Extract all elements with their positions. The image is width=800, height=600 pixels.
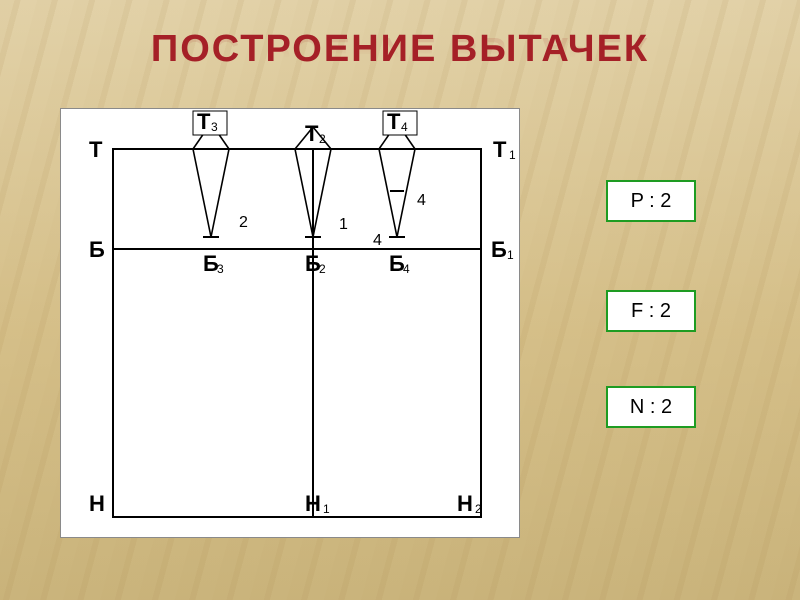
label-4-sub: 4 — [401, 120, 408, 134]
dart-back-left — [193, 149, 211, 237]
dim-num-2: 4 — [417, 192, 426, 209]
label-5: Б — [89, 237, 105, 262]
dart-back-right — [211, 149, 229, 237]
label-6: Б — [491, 237, 507, 262]
dim-num-0: 2 — [239, 214, 248, 231]
dart-side-left — [295, 149, 313, 237]
diagram-panel: 2144ТТ1Т3Т2Т4ББ1Б3Б2Б4НН1Н2 — [60, 108, 520, 538]
label-2-sub: 3 — [211, 120, 218, 134]
dart-side-right — [313, 149, 331, 237]
formula-box-2: N : 2 — [606, 386, 696, 428]
page-title: ПОСТРОЕНИЕ ВЫТАЧЕК ПОСТРОЕНИЕ ВЫТАЧЕК — [151, 28, 649, 71]
diagram-svg: 2144ТТ1Т3Т2Т4ББ1Б3Б2Б4НН1Н2 — [61, 109, 521, 539]
label-3-sub: 2 — [319, 132, 326, 146]
label-11-sub: 1 — [323, 502, 330, 516]
label-1-sub: 1 — [509, 148, 516, 162]
label-9-sub: 4 — [403, 262, 410, 276]
label-8-sub: 2 — [319, 262, 326, 276]
dim-num-1: 1 — [339, 216, 348, 233]
label-4: Т — [387, 109, 401, 134]
dart-front-right — [397, 149, 415, 237]
label-11: Н — [305, 491, 321, 516]
dart-front-left — [379, 149, 397, 237]
label-7-sub: 3 — [217, 262, 224, 276]
label-12: Н — [457, 491, 473, 516]
slide-area: 2144ТТ1Т3Т2Т4ББ1Б3Б2Б4НН1Н2 P : 2F : 2N … — [60, 108, 740, 560]
label-0: Т — [89, 137, 103, 162]
label-2: Т — [197, 109, 211, 134]
label-12-sub: 2 — [475, 502, 482, 516]
label-3: Т — [305, 121, 319, 146]
label-6-sub: 1 — [507, 248, 514, 262]
label-10: Н — [89, 491, 105, 516]
label-1: Т — [493, 137, 507, 162]
dim-num-3: 4 — [373, 232, 382, 249]
title-text: ПОСТРОЕНИЕ ВЫТАЧЕК — [151, 28, 649, 70]
formula-box-0: P : 2 — [606, 180, 696, 222]
formula-box-1: F : 2 — [606, 290, 696, 332]
title-container: ПОСТРОЕНИЕ ВЫТАЧЕК ПОСТРОЕНИЕ ВЫТАЧЕК — [0, 0, 800, 71]
